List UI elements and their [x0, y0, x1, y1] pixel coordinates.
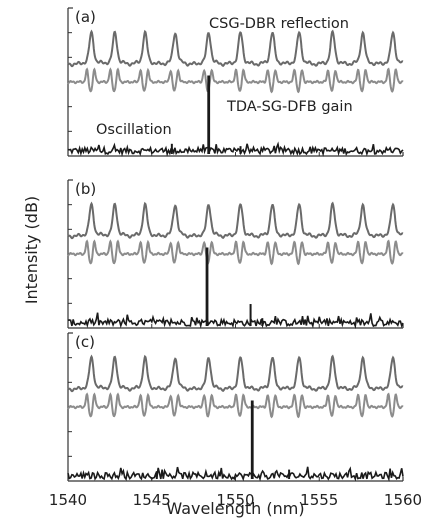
gain-series — [67, 392, 404, 419]
reflection-series — [67, 354, 404, 393]
series-layer — [67, 29, 404, 482]
annotation-reflection: CSG-DBR reflection — [209, 16, 349, 32]
x-tick-label: 1540 — [49, 491, 87, 509]
panel-label: (a) — [75, 8, 96, 26]
gain-series — [67, 67, 404, 94]
x-tick-label: 1560 — [384, 491, 422, 509]
reflection-series — [67, 201, 404, 240]
annotation-oscillation: Oscillation — [96, 122, 172, 138]
gain-series — [67, 239, 404, 266]
oscillation-series — [67, 312, 404, 330]
x-tick-label: 1545 — [133, 491, 171, 509]
x-tick-label: 1550 — [216, 491, 254, 509]
y-axis-label: Intensity (dB) — [22, 196, 41, 304]
x-axis-label: Wavelength (nm) — [166, 499, 304, 518]
panel-label: (b) — [75, 180, 96, 198]
oscillation-series — [67, 141, 404, 158]
reflection-series — [67, 29, 404, 68]
panel-label: (c) — [75, 333, 95, 351]
x-tick-label: 1555 — [300, 491, 338, 509]
oscillation-series — [67, 466, 404, 482]
annotation-gain: TDA-SG-DFB gain — [226, 99, 353, 115]
labels-layer: (a) CSG-DBR reflection TDA-SG-DFB gain Osci… — [22, 8, 422, 518]
